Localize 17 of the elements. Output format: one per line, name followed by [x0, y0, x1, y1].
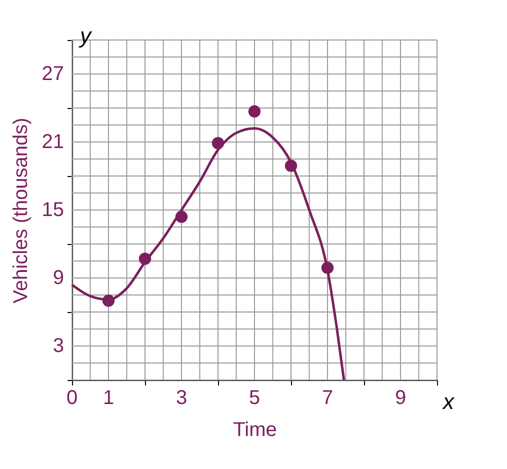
line-series — [70, 127, 346, 382]
x-tick-label: 7 — [322, 387, 334, 409]
x-tick-label: 5 — [248, 387, 260, 409]
annotation: y — [78, 23, 93, 48]
x-tick-label: 0 — [66, 387, 78, 409]
y-tick-label: 27 — [42, 63, 64, 85]
y-tick-label: 3 — [52, 335, 64, 357]
x-axis-title: Time — [233, 419, 277, 441]
x-tick-label: 3 — [176, 387, 188, 409]
point — [248, 105, 261, 118]
y-tick-label: 15 — [42, 199, 64, 221]
y-tick-label: 9 — [52, 267, 64, 289]
y-tick-label: 21 — [42, 131, 64, 153]
y-axis-title: Vehicles (thousands) — [10, 118, 32, 304]
text: x — [442, 389, 455, 414]
x-tick-label: 9 — [394, 387, 406, 409]
x-tick-label: 1 — [102, 387, 114, 409]
